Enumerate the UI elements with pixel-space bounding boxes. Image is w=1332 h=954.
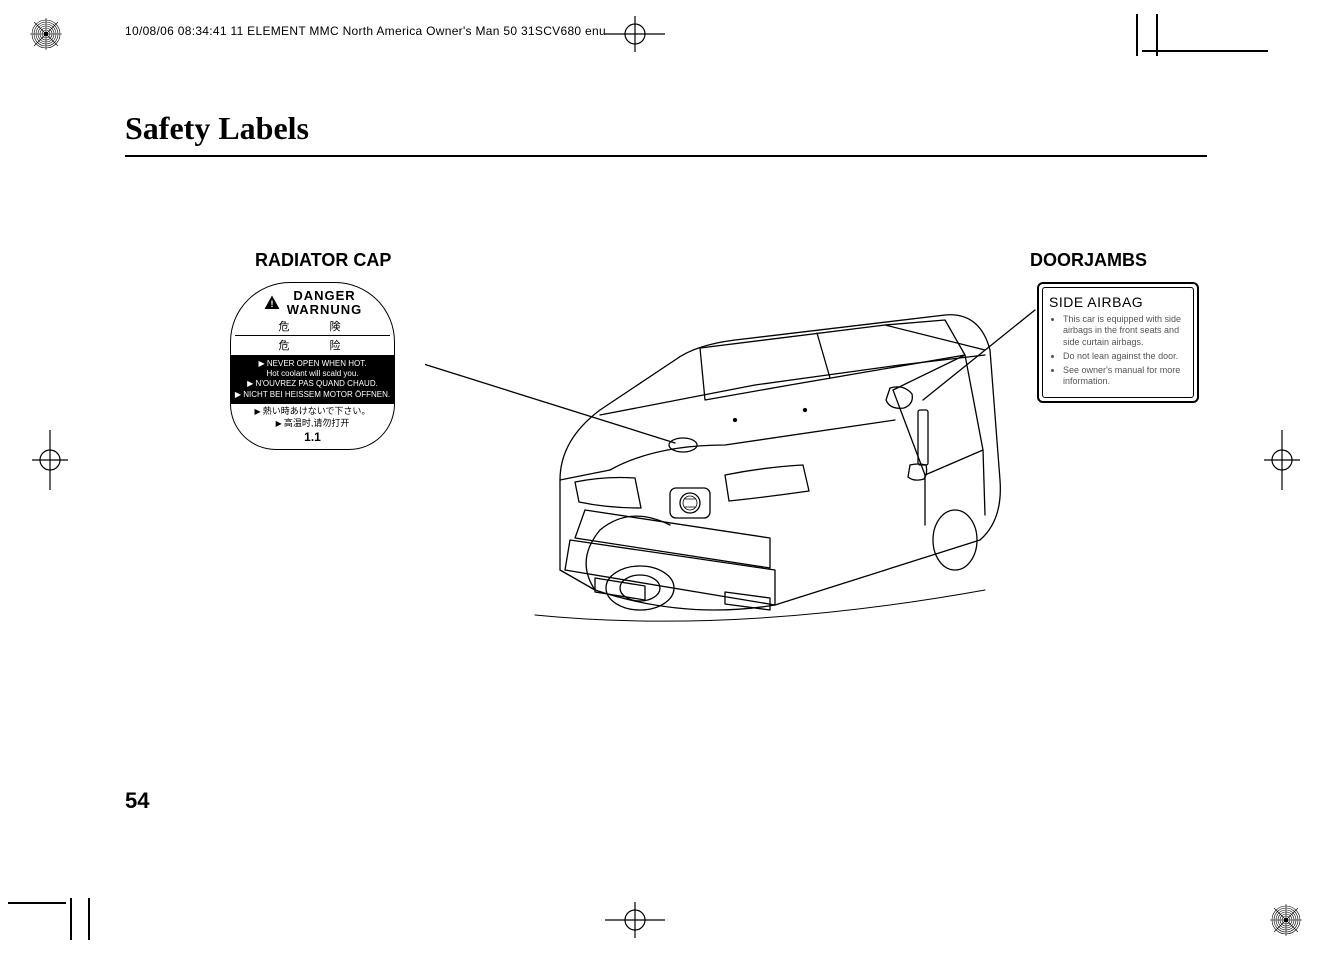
radiator-cjk1: 危 険: [235, 318, 390, 334]
crop-mark-icon: [605, 900, 665, 940]
page-title: Safety Labels: [125, 110, 1207, 147]
radiator-cap-label: ! DANGER WARNUNG 危 険 危 险 ▶ NEVER OPEN WH…: [230, 282, 395, 450]
side-airbag-bullet: See owner's manual for more information.: [1063, 365, 1187, 388]
page-number: 54: [125, 788, 149, 814]
radiator-label-bottom: ▶熱い時あけないで下さい。 ▶高温时,请勿打开 1.1: [230, 404, 395, 450]
radiator-cap-heading: RADIATOR CAP: [255, 250, 391, 271]
content-area: RADIATOR CAP DOORJAMBS ! DANGER WARNUNG …: [125, 240, 1207, 804]
radiator-label-mid: ▶ NEVER OPEN WHEN HOT. Hot coolant will …: [230, 355, 395, 405]
title-rule: [125, 155, 1207, 157]
registration-mark-icon: [30, 18, 62, 50]
radiator-cn: 高温时,请勿打开: [284, 418, 350, 428]
title-block: Safety Labels: [125, 110, 1207, 157]
radiator-label-top: ! DANGER WARNUNG 危 険 危 险: [230, 282, 395, 355]
crop-mark-icon: [30, 430, 70, 490]
trim-mark: [1136, 14, 1138, 56]
page: 10/08/06 08:34:41 11 ELEMENT MMC North A…: [0, 0, 1332, 954]
crop-mark-icon: [1262, 430, 1302, 490]
warning-triangle-icon: !: [263, 294, 281, 312]
document-meta: 10/08/06 08:34:41 11 ELEMENT MMC North A…: [125, 24, 606, 38]
registration-mark-icon: [1270, 904, 1302, 936]
side-airbag-list: This car is equipped with side airbags i…: [1049, 314, 1187, 388]
radiator-danger: DANGER: [287, 289, 363, 303]
side-airbag-bullet: Do not lean against the door.: [1063, 351, 1187, 362]
trim-mark: [1142, 50, 1268, 52]
side-airbag-bullet: This car is equipped with side airbags i…: [1063, 314, 1187, 348]
crop-mark-icon: [605, 14, 665, 54]
trim-mark: [88, 898, 90, 940]
trim-mark: [70, 898, 72, 940]
radiator-warnung: WARNUNG: [287, 303, 363, 317]
radiator-cjk2: 危 险: [235, 335, 390, 353]
radiator-scald: Hot coolant will scald you.: [233, 369, 392, 379]
radiator-never-open: ▶ NEVER OPEN WHEN HOT.: [233, 359, 392, 369]
radiator-de: ▶ NICHT BEI HEISSEM MOTOR ÖFFNEN.: [233, 390, 392, 400]
radiator-fr: ▶ N'OUVREZ PAS QUAND CHAUD.: [233, 379, 392, 389]
radiator-pressure: 1.1: [235, 430, 390, 446]
svg-text:!: !: [270, 299, 273, 309]
vehicle-illustration: [425, 270, 1045, 650]
doorjambs-heading: DOORJAMBS: [1030, 250, 1147, 271]
side-airbag-title: SIDE AIRBAG: [1049, 294, 1187, 310]
radiator-jp: 熱い時あけないで下さい。: [263, 406, 371, 416]
trim-mark: [8, 902, 66, 904]
side-airbag-label: SIDE AIRBAG This car is equipped with si…: [1037, 282, 1199, 403]
